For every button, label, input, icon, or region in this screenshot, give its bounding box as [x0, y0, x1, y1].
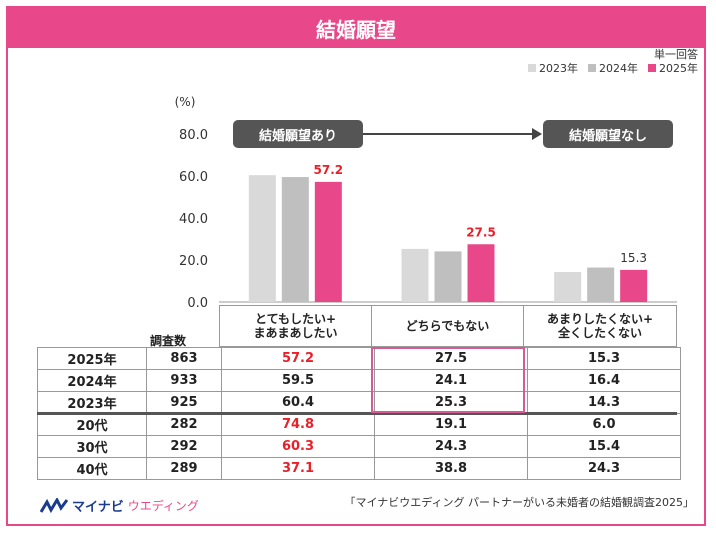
- survey-count: 289: [146, 457, 222, 480]
- value-cell: 74.8: [221, 413, 375, 436]
- value-cell: 59.5: [221, 369, 375, 392]
- bar-2023年-cat1: [401, 248, 429, 302]
- row-label: 30代: [37, 435, 147, 458]
- survey-count-header: 調査数: [150, 334, 187, 348]
- arrow-right-icon: [532, 128, 542, 140]
- data-label: 57.2: [314, 163, 344, 177]
- survey-count: 292: [146, 435, 222, 458]
- source-note: 「マイナビウエディング パートナーがいる未婚者の結婚観調査2025」: [344, 496, 695, 509]
- callout-arrow-line: [363, 133, 535, 135]
- bar-2023年-cat2: [554, 271, 582, 302]
- chart-title: 結婚願望: [8, 8, 704, 48]
- table-row: 2025年 863 57.2 27.5 15.3: [37, 347, 681, 370]
- survey-count: 925: [146, 391, 222, 414]
- bar-2023年-cat0: [248, 175, 276, 302]
- legend-swatch-2024: [588, 64, 596, 72]
- survey-count: 863: [146, 347, 222, 370]
- value-cell: 57.2: [221, 347, 375, 370]
- bar-2024年-cat2: [587, 267, 615, 302]
- legend-swatch-2025: [648, 64, 656, 72]
- bar-2024年-cat0: [281, 177, 309, 302]
- data-label: 15.3: [620, 251, 647, 265]
- value-cell: 14.3: [527, 391, 681, 414]
- logo-main-text: マイナビ: [72, 500, 124, 515]
- mynavi-logo: マイナビ ウエディング: [40, 496, 199, 515]
- y-unit-label: (%): [175, 95, 196, 109]
- column-header-dont-want: あまりしたくない+ 全くしたくない: [523, 305, 677, 347]
- value-cell: 60.4: [221, 391, 375, 414]
- y-tick-label: 40.0: [179, 212, 208, 227]
- legend-item-2023: 2023年: [528, 60, 578, 76]
- column-header-neutral: どちらでもない: [371, 305, 524, 347]
- y-tick-label: 80.0: [179, 128, 208, 143]
- legend-label-2025: 2025年: [659, 62, 698, 75]
- survey-count: 933: [146, 369, 222, 392]
- value-cell: 38.8: [374, 457, 528, 480]
- row-label: 40代: [37, 457, 147, 480]
- bar-2024年-cat1: [434, 251, 462, 302]
- value-cell: 37.1: [221, 457, 375, 480]
- value-cell: 60.3: [221, 435, 375, 458]
- value-cell: 15.3: [527, 347, 681, 370]
- callout-desire-yes: 結婚願望あり: [233, 120, 363, 148]
- legend-label-2024: 2024年: [599, 62, 638, 75]
- table-separator: [37, 412, 677, 415]
- value-cell: 19.1: [374, 413, 528, 436]
- row-label: 2025年: [37, 347, 147, 370]
- table-row: 40代 289 37.1 38.8 24.3: [37, 457, 681, 480]
- legend-item-2025: 2025年: [648, 60, 698, 76]
- bar-2025年-cat1: [467, 244, 495, 302]
- legend-label-2023: 2023年: [539, 62, 578, 75]
- table-row: 20代 282 74.8 19.1 6.0: [37, 413, 681, 436]
- value-cell: 24.3: [527, 457, 681, 480]
- answer-type-note: 単一回答: [654, 48, 698, 61]
- column-header-want: とてもしたい+ まあまあしたい: [219, 305, 372, 347]
- value-cell: 6.0: [527, 413, 681, 436]
- table-row: 2024年 933 59.5 24.1 16.4: [37, 369, 681, 392]
- highlight-box: [371, 347, 525, 413]
- value-cell: 24.1: [374, 369, 528, 392]
- row-label: 20代: [37, 413, 147, 436]
- y-tick-label: 60.0: [179, 170, 208, 185]
- legend-item-2024: 2024年: [588, 60, 638, 76]
- bar-2025年-cat0: [314, 181, 342, 302]
- survey-count: 282: [146, 413, 222, 436]
- value-cell: 15.4: [527, 435, 681, 458]
- logo-sub-text: ウエディング: [127, 499, 199, 513]
- table-row: 30代 292 60.3 24.3 15.4: [37, 435, 681, 458]
- row-label: 2023年: [37, 391, 147, 414]
- table-row: 2023年 925 60.4 25.3 14.3: [37, 391, 681, 414]
- row-label: 2024年: [37, 369, 147, 392]
- y-tick-label: 20.0: [179, 254, 208, 269]
- data-label: 27.5: [466, 225, 496, 239]
- bar-2025年-cat2: [620, 269, 648, 302]
- callout-desire-no: 結婚願望なし: [543, 120, 673, 148]
- legend-swatch-2023: [528, 64, 536, 72]
- logo-mark-icon: [40, 497, 68, 513]
- legend: 2023年 2024年 2025年: [528, 60, 698, 76]
- y-tick-label: 0.0: [187, 296, 208, 311]
- value-cell: 16.4: [527, 369, 681, 392]
- value-cell: 24.3: [374, 435, 528, 458]
